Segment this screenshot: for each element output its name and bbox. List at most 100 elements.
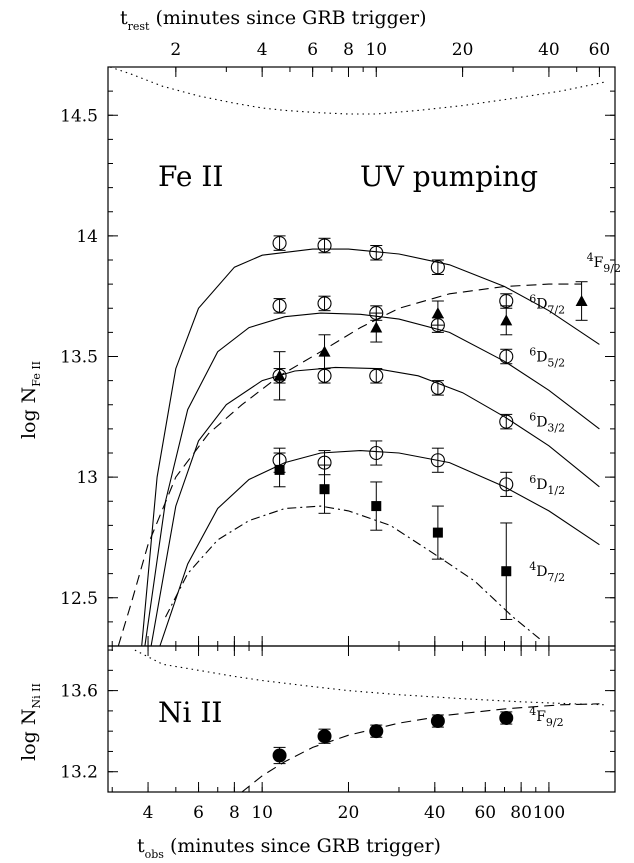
ni-panel-label: Ni II xyxy=(158,696,222,729)
level-label-base: D xyxy=(536,349,547,365)
model-curve-solid xyxy=(141,248,600,646)
level-label-sub: 3/2 xyxy=(547,421,565,434)
bottom-tick-label: 4 xyxy=(143,803,154,823)
model-curve-dashdot xyxy=(165,505,543,642)
point-6D32 xyxy=(430,380,445,395)
point-6D52 xyxy=(272,298,287,313)
y-tick-label: 13 xyxy=(76,468,98,488)
level-label-sub: 7/2 xyxy=(547,303,565,316)
level-label-4F92: 4F9/2 xyxy=(529,705,563,729)
upper-y-axis-label-base: log N xyxy=(18,387,40,439)
level-label-sup: 4 xyxy=(529,705,536,718)
point-4F92 xyxy=(499,710,514,725)
level-label-sub: 7/2 xyxy=(547,571,565,584)
bottom-tick-label: 8 xyxy=(229,803,240,823)
bottom-tick-label: 40 xyxy=(424,803,446,823)
level-label-sup: 4 xyxy=(529,560,536,573)
level-label-sup: 6 xyxy=(529,410,536,423)
point-6D52 xyxy=(499,349,514,364)
level-label-base: D xyxy=(536,564,547,580)
point-6D12 xyxy=(430,453,445,468)
lower-panel-frame xyxy=(107,645,616,793)
point-4F92 xyxy=(431,307,444,319)
point-4F92 xyxy=(500,314,513,326)
level-label-4F92: 4F9/2 xyxy=(587,251,621,275)
top-tick-label: 10 xyxy=(365,40,387,60)
y-tick-label: 13.6 xyxy=(60,682,98,702)
y-tick-label: 14.5 xyxy=(60,106,98,126)
model-curve-dashed xyxy=(117,283,582,646)
point-6D12 xyxy=(499,477,514,492)
level-label-sup: 6 xyxy=(529,292,536,305)
point-6D32 xyxy=(317,368,332,383)
bottom-tick-label: 6 xyxy=(193,803,204,823)
top-tick-label: 6 xyxy=(307,40,318,60)
point-6D72 xyxy=(369,245,384,260)
panel-curves xyxy=(109,67,608,646)
point-6D12 xyxy=(369,445,384,461)
y-tick-label: 13.2 xyxy=(60,763,98,783)
level-label-sup: 6 xyxy=(529,473,536,486)
fe-panel-label: Fe II xyxy=(158,160,224,193)
point-6D72 xyxy=(317,238,332,253)
level-label-6D12: 6D1/2 xyxy=(529,473,565,497)
point-6D32 xyxy=(369,368,384,383)
level-label-base: D xyxy=(536,296,547,312)
level-label-base: D xyxy=(536,477,547,493)
bottom-axis-label: tobs (minutes since GRB trigger) xyxy=(137,835,441,861)
lower-y-axis-label-sub: Ni II xyxy=(30,683,43,708)
point-4F92 xyxy=(430,714,445,729)
level-label-sub: 5/2 xyxy=(547,356,565,369)
upper-y-axis-label: log NFe II xyxy=(18,361,43,439)
bottom-tick-label: 100 xyxy=(533,803,565,823)
point-4F92 xyxy=(575,295,588,307)
lower-y-axis-label: log NNi II xyxy=(18,683,43,761)
y-tick-label: 12.5 xyxy=(60,589,98,609)
level-label-base: F xyxy=(594,255,604,271)
point-4F92 xyxy=(369,724,384,739)
bottom-tick-label: 20 xyxy=(338,803,360,823)
level-label-4D72: 4D7/2 xyxy=(529,560,565,584)
model-curve-solid xyxy=(159,450,600,646)
level-label-6D52: 6D5/2 xyxy=(529,345,565,369)
point-4D72 xyxy=(319,484,330,495)
point-4F92 xyxy=(273,369,286,381)
top-tick-label: 40 xyxy=(538,40,560,60)
y-tick-label: 14 xyxy=(76,227,98,247)
point-4D72 xyxy=(274,464,285,475)
point-4F92 xyxy=(318,345,331,357)
plot-content: 4 6 8 10 20 40 60 80 100 2 4 6 8 10 20 40 60 12.5 13 13.5 14… xyxy=(60,40,621,823)
top-axis-label: trest (minutes since GRB trigger) xyxy=(120,7,427,33)
top-axis-label-base: t xyxy=(120,7,128,29)
point-6D32 xyxy=(499,414,514,429)
top-tick-label: 20 xyxy=(452,40,474,60)
top-tick-label: 2 xyxy=(170,40,181,60)
top-tick-label: 60 xyxy=(589,40,611,60)
bottom-axis-label-base: t xyxy=(137,835,145,857)
top-tick-label: 8 xyxy=(343,40,354,60)
point-4F92 xyxy=(370,321,383,333)
model-curve-solid xyxy=(144,312,600,646)
top-axis-label-rest: (minutes since GRB trigger) xyxy=(149,7,426,29)
model-curve-dotted xyxy=(109,67,608,115)
point-4D72 xyxy=(371,501,382,512)
model-curve-solid xyxy=(150,366,600,646)
point-6D72 xyxy=(272,236,287,251)
level-label-6D72: 6D7/2 xyxy=(529,292,565,316)
point-4D72 xyxy=(432,527,443,538)
level-label-base: D xyxy=(536,414,547,430)
uv-pumping-annotation: UV pumping xyxy=(360,160,538,193)
lower-y-axis-label-base: log N xyxy=(18,709,40,761)
bottom-axis-label-sub: obs xyxy=(145,848,165,861)
top-tick-label: 4 xyxy=(257,40,268,60)
level-label-base: F xyxy=(536,709,546,725)
level-label-sub: 1/2 xyxy=(547,484,565,497)
top-axis-label-sub: rest xyxy=(128,20,150,33)
bottom-tick-label: 10 xyxy=(251,803,273,823)
level-label-6D32: 6D3/2 xyxy=(529,410,565,434)
upper-y-axis-label-sub: Fe II xyxy=(30,361,43,387)
level-label-sub: 9/2 xyxy=(603,262,621,275)
bottom-tick-label: 80 xyxy=(510,803,532,823)
bottom-axis-label-rest: (minutes since GRB trigger) xyxy=(164,835,441,857)
